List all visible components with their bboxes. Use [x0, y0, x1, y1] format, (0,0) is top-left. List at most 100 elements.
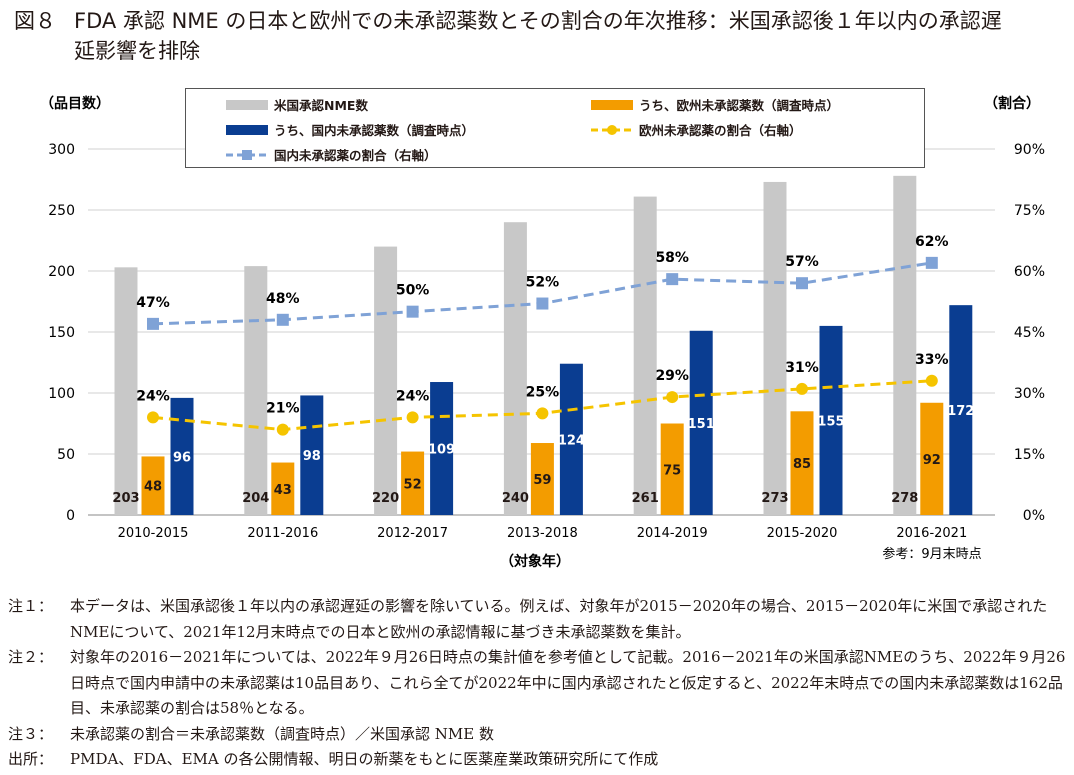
- x-tick-label: 2011-2016: [247, 526, 318, 541]
- jp-ratio-point: [666, 273, 679, 286]
- x-tick-label: 2013-2018: [507, 526, 578, 541]
- ratio-label: 25%: [526, 384, 560, 400]
- jp-ratio-point: [536, 297, 549, 310]
- legend-line-square-icon: [226, 149, 268, 160]
- jp-ratio-point: [147, 317, 159, 330]
- notes: 注１： 本データは、米国承認後１年以内の承認遅延の影響を除いている。例えば、対象年…: [8, 594, 1068, 773]
- bar-jp-unapproved: [949, 305, 973, 515]
- eu-ratio-point: [536, 407, 549, 420]
- y-axis-title: （品目数）: [40, 95, 110, 112]
- bar-value-label: 172: [947, 404, 974, 419]
- y2-axis-title: （割合）: [984, 95, 1040, 112]
- bar-us-nme: [503, 222, 527, 515]
- bar-value-label: 220: [372, 491, 399, 506]
- bar-us-nme: [633, 196, 657, 515]
- y2-tick-label: 90%: [1014, 142, 1045, 158]
- bar-jp-unapproved: [689, 330, 713, 515]
- bar-value-label: 85: [793, 457, 811, 472]
- y2-tick-label: 30%: [1014, 386, 1045, 402]
- annotation: 参考：9月末時点: [882, 546, 981, 562]
- bar-eu-unapproved: [401, 451, 425, 515]
- ratio-label: 24%: [396, 388, 430, 404]
- note-3: 注３： 未承認薬の割合＝未承認薬数（調査時点）／米国承認 NME 数: [8, 724, 494, 743]
- jp-ratio-point: [406, 305, 419, 318]
- legend-item-jp-unapproved: うち、国内未承認薬数（調査時点）: [226, 120, 474, 139]
- bar-eu-unapproved: [530, 443, 554, 515]
- note-1: 注１： 本データは、米国承認後１年以内の承認遅延の影響を除いている。例えば、対象年…: [8, 597, 1048, 641]
- bar-value-label: 48: [144, 480, 162, 495]
- y-tick-label: 150: [48, 325, 75, 341]
- bar-us-nme: [374, 246, 398, 515]
- ratio-label: 29%: [655, 368, 689, 384]
- y-tick-label: 300: [48, 142, 75, 158]
- bar-us-nme: [244, 266, 268, 515]
- x-tick-label: 2010-2015: [118, 526, 189, 541]
- bar-value-label: 240: [502, 491, 529, 506]
- bar-value-label: 203: [112, 491, 139, 506]
- legend: 米国承認NME数 うち、欧州未承認薬数（調査時点） うち、国内未承認薬数（調査時…: [185, 88, 925, 168]
- legend-item-eu-unapproved: うち、欧州未承認薬数（調査時点）: [591, 95, 839, 114]
- bar-value-label: 204: [242, 491, 269, 506]
- jp-ratio-point: [796, 277, 808, 290]
- bar-value-label: 155: [817, 414, 844, 429]
- note-2: 注２： 対象年の2016－2021年については、2022年９月26日時点の集計値を…: [8, 648, 1066, 717]
- y-tick-label: 50: [57, 447, 75, 463]
- ratio-label: 62%: [915, 234, 949, 250]
- bar-value-label: 124: [558, 433, 585, 448]
- y2-tick-label: 75%: [1014, 203, 1045, 219]
- title-line-2: 延影響を排除: [74, 39, 200, 63]
- bar-eu-unapproved: [920, 402, 944, 515]
- y2-tick-label: 60%: [1014, 264, 1045, 280]
- ratio-label: 24%: [136, 388, 170, 404]
- jp-ratio-point: [925, 256, 938, 269]
- bar-us-nme: [763, 181, 787, 515]
- bar-us-nme: [893, 175, 917, 515]
- bar-eu-unapproved: [141, 456, 165, 515]
- ratio-label: 21%: [266, 401, 300, 417]
- bar-value-label: 109: [428, 443, 455, 458]
- legend-swatch: [226, 99, 268, 110]
- title-line-1: FDA 承認 NME の日本と欧州での未承認薬数とその割合の年次推移：米国承認後…: [74, 9, 1002, 33]
- eu-ratio-point: [406, 411, 419, 424]
- bar-jp-unapproved: [819, 325, 843, 515]
- y2-tick-label: 45%: [1014, 325, 1045, 341]
- figure-number: 図８: [14, 9, 56, 33]
- bar-eu-unapproved: [790, 411, 814, 515]
- y-tick-label: 100: [48, 386, 75, 402]
- chart: 0 0% 50 15% 100 30% 150 45% 200 60% 250 75% 300 90% 20…: [40, 95, 1045, 570]
- bar-eu-unapproved: [271, 462, 295, 515]
- x-tick-label: 2015-2020: [767, 526, 838, 541]
- bar-jp-unapproved: [170, 397, 194, 515]
- x-tick-label: 2012-2017: [377, 526, 448, 541]
- bar-value-label: 98: [303, 449, 321, 464]
- bar-value-label: 59: [533, 473, 551, 488]
- ratio-label: 52%: [526, 275, 560, 291]
- ratio-label: 48%: [266, 291, 300, 307]
- bar-eu-unapproved: [660, 423, 684, 515]
- ratio-label: 57%: [785, 254, 819, 270]
- figure-title: 図８ FDA 承認 NME の日本と欧州での未承認薬数とその割合の年次推移：米国承…: [14, 6, 1064, 66]
- bar-value-label: 273: [761, 491, 788, 506]
- eu-ratio-point: [147, 411, 159, 424]
- bar-value-label: 96: [173, 450, 191, 465]
- legend-swatch: [226, 124, 268, 135]
- jp-ratio-point: [276, 313, 289, 326]
- ratio-label: 47%: [136, 295, 170, 311]
- x-tick-label: 2014-2019: [637, 526, 708, 541]
- ratio-label: 33%: [915, 352, 949, 368]
- eu-ratio-point: [666, 391, 679, 404]
- bar-value-label: 151: [688, 417, 715, 432]
- y-tick-label: 200: [48, 264, 75, 280]
- legend-swatch: [591, 99, 633, 110]
- ratio-label: 31%: [785, 360, 819, 376]
- x-axis-title: （対象年）: [500, 553, 570, 570]
- bar-us-nme: [114, 267, 138, 515]
- y2-tick-label: 15%: [1014, 447, 1045, 463]
- eu-ratio-point: [796, 382, 808, 395]
- bar-value-label: 261: [632, 491, 659, 506]
- x-tick-label: 2016-2021: [896, 526, 967, 541]
- bar-jp-unapproved: [559, 363, 583, 515]
- bar-value-label: 52: [404, 477, 422, 492]
- bar-value-label: 278: [891, 491, 918, 506]
